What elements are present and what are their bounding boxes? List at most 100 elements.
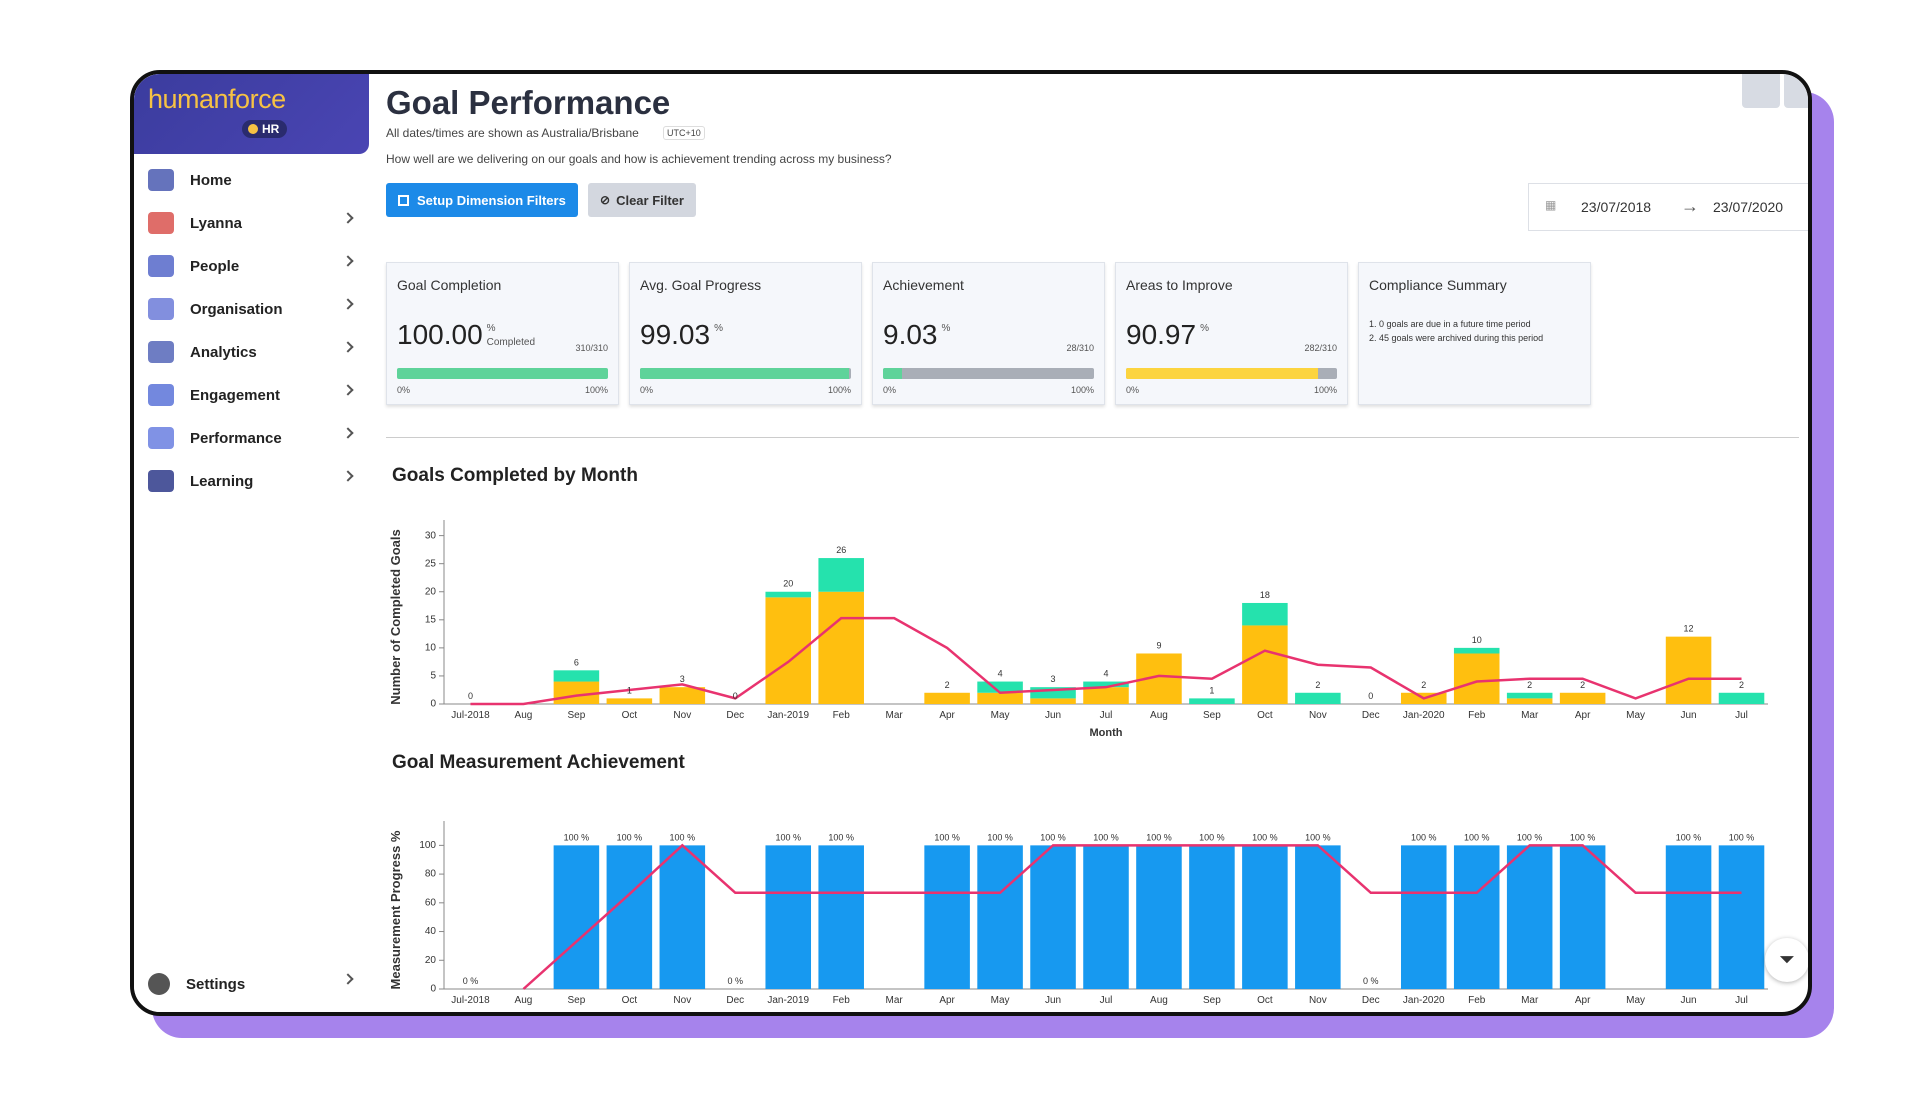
x-tick-label: Jan-2019 [767,710,809,721]
settings-button[interactable] [1784,74,1808,108]
date-to: 23/07/2020 [1713,199,1784,215]
nav-icon [148,427,174,449]
x-tick-label: Mar [1521,995,1539,1006]
total-label: 18 [1260,590,1270,600]
nav-item[interactable]: Analytics [148,335,358,369]
x-tick-label: Jan-2020 [1403,710,1445,721]
x-tick-label: Jan-2019 [767,995,809,1006]
bar [1030,845,1076,989]
nav-icon [148,470,174,492]
bar [1559,845,1606,989]
bar [1295,692,1341,704]
value-label: 100 % [1570,832,1596,842]
date-range[interactable]: ▦ 23/07/2018 → 23/07/2020 [1528,183,1808,231]
nav-item[interactable]: Organisation [148,292,358,326]
value-label: 0 % [463,976,479,986]
total-label: 20 [783,579,793,589]
progress-min: 0% [1126,385,1140,395]
nav-item[interactable]: Performance [148,421,358,455]
x-tick-label: Sep [568,995,586,1006]
divider [386,437,1799,438]
nav-item[interactable]: Home [148,163,358,197]
value-label: 100 % [1040,832,1066,842]
bar [765,597,812,704]
x-tick-label: May [1626,995,1645,1006]
trend-line [522,843,1742,990]
progress-min: 0% [397,385,411,395]
progress-max: 100% [827,385,851,395]
total-label: 12 [1684,624,1694,634]
total-label: 2 [1580,680,1585,690]
x-tick-label: Feb [1468,710,1486,721]
question: How well are we delivering on our goals … [386,152,892,166]
compliance-item: 2. 45 goals were archived during this pe… [1369,333,1544,343]
button-label: Setup Dimension Filters [417,192,566,208]
y-tick-label: 5 [430,671,436,682]
compliance-item: 1. 0 goals are due in a future time peri… [1369,319,1531,329]
button-label: Clear Filter [616,192,684,208]
total-label: 0 [1368,691,1373,701]
bar [659,687,706,704]
bar [1453,647,1500,654]
x-tick-label: Feb [833,710,851,721]
value-label: 100 % [1729,832,1755,842]
chart-title: Goal Measurement Achievement [392,752,686,773]
x-tick-label: Sep [568,710,586,721]
x-tick-label: Apr [939,710,955,721]
nav-item[interactable]: People [148,249,358,283]
bar [1295,845,1341,989]
y-tick-label: 40 [425,926,437,937]
x-tick-label: Mar [1521,710,1539,721]
timezone: All dates/times are shown as Australia/B… [386,126,639,140]
x-tick-label: Aug [515,710,533,721]
kpi-value: 99.03 [640,319,711,350]
x-tick-label: Jun [1045,710,1061,721]
nav-icon [148,341,174,363]
clear-filter-button[interactable]: ⊘ Clear Filter [588,183,696,217]
progress-fill [397,368,608,379]
nav-item[interactable]: Lyanna [148,206,358,240]
total-label: 9 [1156,640,1161,650]
bar [1242,845,1288,989]
page-title: Goal Performance [386,84,671,121]
nav-label: Settings [186,975,246,993]
nav-item[interactable]: Settings [148,967,358,1001]
value-label: 100 % [775,832,801,842]
x-tick-label: Sep [1203,995,1221,1006]
bar [1506,692,1553,699]
filter-fab[interactable]: ⏷ [1765,938,1808,982]
nav-label: Performance [190,429,282,447]
bar [818,591,864,704]
progress-max: 100% [1313,385,1337,395]
value-label: 0 % [1363,976,1379,986]
nav-item[interactable]: Engagement [148,378,358,412]
bar [606,845,653,989]
value-label: 100 % [1305,832,1331,842]
nav-label: Learning [190,472,254,490]
app-window: humanforce HR Home Lyanna People Organisati… [130,70,1812,1016]
kpi-value: 9.03 [883,319,938,350]
progress-fill [640,368,849,379]
x-tick-label: Apr [1575,710,1591,721]
x-tick-label: Oct [1257,710,1273,721]
x-tick-label: Jun [1680,710,1696,721]
total-label: 0 [468,691,473,701]
bar [924,845,970,989]
x-tick-label: Jun [1045,995,1061,1006]
x-tick-label: Jul [1100,710,1113,721]
total-label: 2 [1421,680,1426,690]
nav-item[interactable]: Learning [148,464,358,498]
refresh-button[interactable] [1742,74,1780,108]
card-title: Compliance Summary [1369,277,1507,293]
bar [1083,681,1129,688]
setup-filters-button[interactable]: Setup Dimension Filters [386,183,578,217]
x-tick-label: Oct [622,995,638,1006]
y-tick-label: 25 [425,558,437,569]
value-label: 100 % [564,832,590,842]
utc-badge: UTC+10 [663,126,705,140]
nav-icon [148,255,174,277]
bar [1030,698,1076,704]
x-axis-label: Month [1090,727,1123,739]
kpi-value: 90.97 [1126,319,1197,350]
x-tick-label: Mar [886,710,904,721]
